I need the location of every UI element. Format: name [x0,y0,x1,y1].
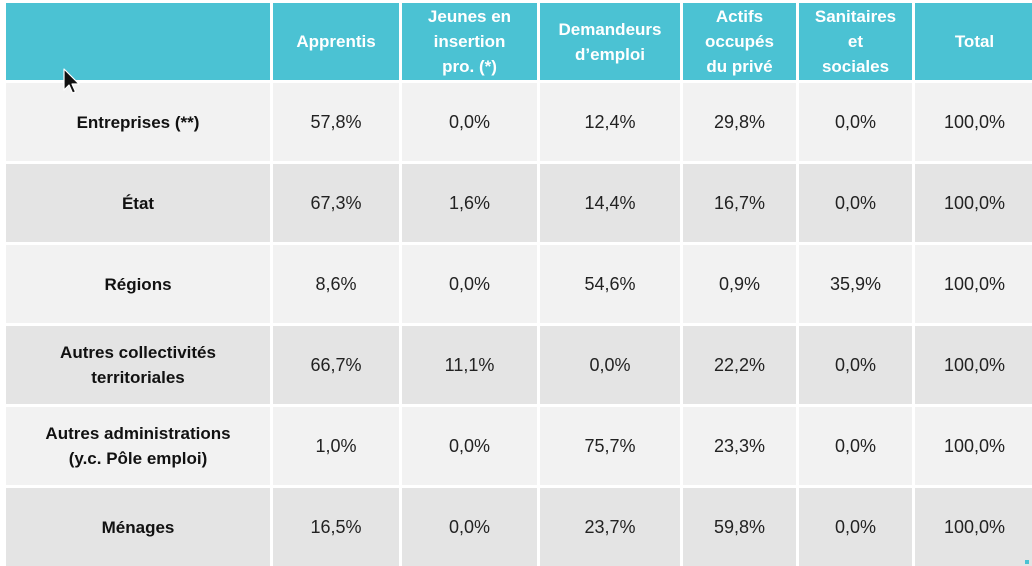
header-total: Total [915,3,1032,80]
table-cell: 8,6% [273,245,399,323]
table-cell: 100,0% [915,164,1032,242]
data-table: Apprentis Jeunes en insertion pro. (*) D… [6,3,1032,566]
table-cell: 1,0% [273,407,399,485]
mouse-pointer-icon [63,68,80,94]
table-cell: 0,0% [402,407,537,485]
header-corner-cell [6,3,270,80]
table-cell: 23,3% [683,407,796,485]
table-cell: 16,7% [683,164,796,242]
table-cell: 100,0% [915,83,1032,161]
row-label-autres-administrations: Autres administrations (y.c. Pôle emploi… [6,407,270,485]
table-cell: 14,4% [540,164,680,242]
table-cell: 54,6% [540,245,680,323]
table-cell: 12,4% [540,83,680,161]
table-cell: 0,0% [799,164,912,242]
table-cell: 66,7% [273,326,399,404]
table-cell: 0,0% [402,245,537,323]
header-jeunes-insertion: Jeunes en insertion pro. (*) [402,3,537,80]
table-cell: 0,0% [799,407,912,485]
table-cell: 59,8% [683,488,796,566]
table-cell: 0,0% [799,83,912,161]
table-cell: 0,0% [540,326,680,404]
header-demandeurs-emploi: Demandeurs d’emploi [540,3,680,80]
table-cell: 29,8% [683,83,796,161]
header-label: Actifs occupés du privé [705,7,774,76]
row-label-regions: Régions [6,245,270,323]
table-cell: 16,5% [273,488,399,566]
header-label: Demandeurs d’emploi [558,19,662,64]
table-cell: 0,9% [683,245,796,323]
row-label-etat: État [6,164,270,242]
table-cell: 0,0% [799,488,912,566]
header-apprentis: Apprentis [273,3,399,80]
header-sanitaires-sociales: Sanitaires et sociales [799,3,912,80]
row-label-entreprises: Entreprises (**) [6,83,270,161]
table-cell: 0,0% [402,488,537,566]
header-actifs-occupes: Actifs occupés du privé [683,3,796,80]
row-label-autres-collectivites: Autres collectivités territoriales [6,326,270,404]
table-cell: 100,0% [915,245,1032,323]
table-cell: 0,0% [799,326,912,404]
table-cell: 57,8% [273,83,399,161]
header-label: Apprentis [296,32,376,51]
row-label-menages: Ménages [6,488,270,566]
table-cell: 100,0% [915,407,1032,485]
header-label: Jeunes en insertion pro. (*) [427,7,512,76]
table-cell: 75,7% [540,407,680,485]
table-cell: 0,0% [402,83,537,161]
table-cell: 100,0% [915,488,1032,566]
corner-marker [1025,560,1029,564]
header-label: Total [954,32,995,51]
table-cell: 35,9% [799,245,912,323]
table-cell: 11,1% [402,326,537,404]
table-cell: 22,2% [683,326,796,404]
table-cell: 1,6% [402,164,537,242]
table-cell: 23,7% [540,488,680,566]
table-cell: 67,3% [273,164,399,242]
header-label: Sanitaires et sociales [814,7,897,76]
table-cell: 100,0% [915,326,1032,404]
